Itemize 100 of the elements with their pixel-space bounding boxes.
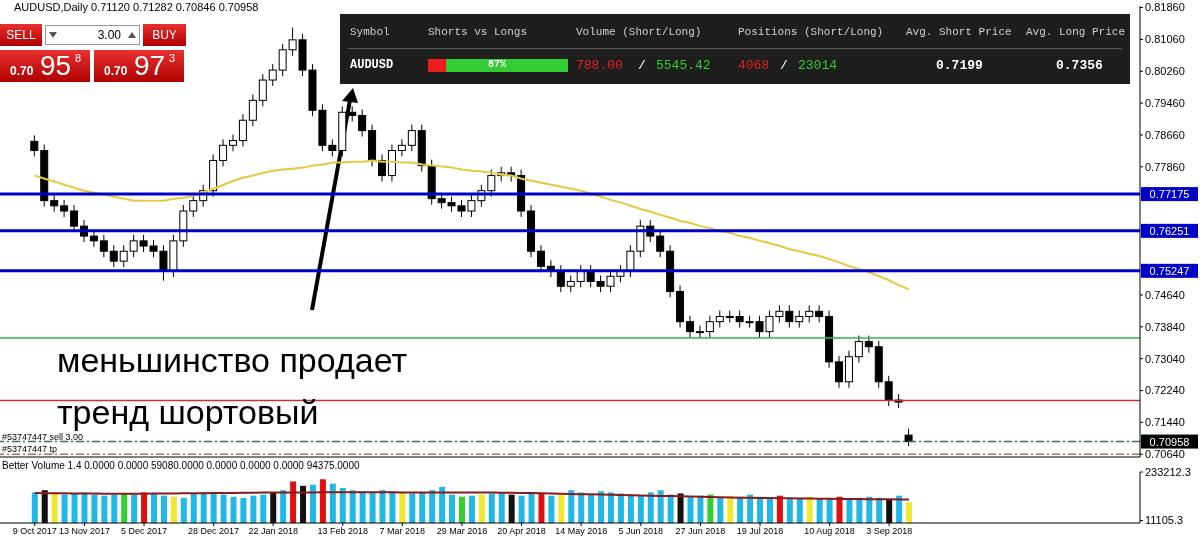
bar — [71, 493, 78, 523]
annotation: 0.70 — [10, 64, 34, 78]
y-tick-label: 0.73040 — [1145, 352, 1185, 365]
bar — [717, 497, 724, 523]
bar — [280, 490, 287, 523]
annotation: 3 — [169, 52, 176, 64]
ref-line-label: 0.75247 — [1149, 264, 1190, 277]
bar — [488, 493, 495, 523]
annotation: 0.70 — [104, 64, 128, 78]
candlestick — [238, 113, 247, 148]
candlestick — [656, 229, 665, 258]
x-tick-label: 9 Oct 2017 — [12, 526, 57, 537]
x-tick-label: 28 Dec 2017 — [188, 526, 240, 537]
bar — [518, 495, 525, 523]
bar — [111, 494, 118, 523]
bar — [657, 490, 664, 523]
x-tick-label: 13 Nov 2017 — [58, 526, 110, 537]
bar — [339, 488, 346, 523]
bar — [300, 485, 307, 523]
annotation: AUDUSD — [350, 58, 394, 72]
y-tick-label: 0.79460 — [1145, 97, 1185, 110]
x-tick-label: 14 May 2018 — [555, 526, 608, 537]
bar — [588, 494, 595, 523]
bar — [409, 493, 416, 523]
annotation: SELL — [0, 24, 42, 46]
bar — [608, 492, 615, 523]
x-tick-label: 29 Mar 2018 — [436, 526, 488, 537]
bar — [498, 492, 505, 523]
x-tick-label: 13 Feb 2018 — [317, 526, 369, 537]
annotation: #53747447 tp — [2, 444, 58, 455]
bar — [478, 494, 485, 523]
candlestick — [358, 109, 367, 138]
bar — [220, 494, 227, 523]
candlestick — [248, 93, 257, 127]
bar — [31, 492, 38, 523]
bar — [170, 496, 177, 523]
y-tick-label: 233212.3 — [1145, 465, 1191, 478]
bar — [270, 492, 277, 523]
candlestick — [685, 315, 694, 339]
bar — [250, 495, 257, 523]
bar — [101, 495, 108, 523]
bar — [538, 493, 545, 523]
bar — [379, 490, 386, 523]
bar — [121, 493, 128, 523]
annotation: 23014 — [798, 58, 838, 73]
candlestick — [407, 124, 416, 152]
x-tick-label: 22 Jan 2018 — [248, 526, 298, 537]
x-tick-label: 3 Sep 2018 — [866, 526, 913, 537]
bar — [309, 484, 316, 523]
bar — [190, 493, 197, 523]
candlestick — [99, 234, 108, 258]
bar — [886, 498, 893, 523]
y-tick-label: 0.78660 — [1145, 128, 1185, 141]
bar — [647, 492, 654, 523]
candlestick — [89, 229, 98, 248]
bar — [687, 496, 694, 523]
annotation: 95 — [40, 50, 72, 82]
y-tick-label: 0.72240 — [1145, 384, 1185, 397]
x-tick-label: 5 Dec 2017 — [121, 526, 168, 537]
candlestick — [556, 264, 565, 293]
bar — [41, 490, 48, 523]
candlestick — [695, 325, 704, 339]
y-tick-label: 0.71440 — [1145, 416, 1185, 429]
bar — [568, 490, 575, 523]
annotation: Volume (Short/Long) — [576, 26, 702, 38]
bar — [508, 494, 515, 523]
bar — [449, 494, 456, 523]
text: Avg. Long Price — [1026, 26, 1126, 38]
bar — [458, 496, 465, 523]
bar — [160, 495, 167, 523]
annotation: BUY — [143, 24, 186, 46]
bar — [230, 496, 237, 523]
annotation: 3.00 — [97, 28, 121, 42]
line-series — [33, 491, 911, 501]
x-tick-label: 27 Jun 2018 — [675, 526, 726, 537]
bar — [389, 491, 396, 523]
bar — [637, 495, 644, 523]
y-tick-label: 0.70640 — [1145, 448, 1185, 461]
annotation: 8 — [75, 52, 82, 64]
x-tick-label: 20 Apr 2018 — [497, 526, 546, 537]
y-tick-label: 0.81860 — [1145, 1, 1185, 14]
y-tick-label: 0.73840 — [1145, 320, 1185, 333]
candlestick — [219, 138, 228, 167]
x-tick-label: 10 Aug 2018 — [804, 526, 855, 537]
bar — [61, 494, 68, 523]
x-tick-label: 19 Jul 2018 — [736, 526, 784, 537]
bar — [906, 502, 913, 523]
annotation: 788.00 — [576, 58, 623, 73]
bar — [846, 498, 853, 523]
bar — [528, 492, 535, 523]
chart-title: Better Volume 1.4 0.0000 0.0000 59080.0000 0.0000 0.0000 0.0000 94375.0000 — [2, 460, 360, 471]
ref-line-label: 0.76251 — [1149, 224, 1190, 237]
bar — [419, 492, 426, 523]
candlestick — [60, 199, 69, 218]
line-series — [33, 159, 911, 291]
bar — [429, 490, 436, 523]
annotation: тренд шортовый — [57, 392, 319, 432]
bar — [260, 494, 267, 523]
annotation: Avg. Short Price — [906, 26, 1012, 38]
bar — [210, 493, 217, 523]
